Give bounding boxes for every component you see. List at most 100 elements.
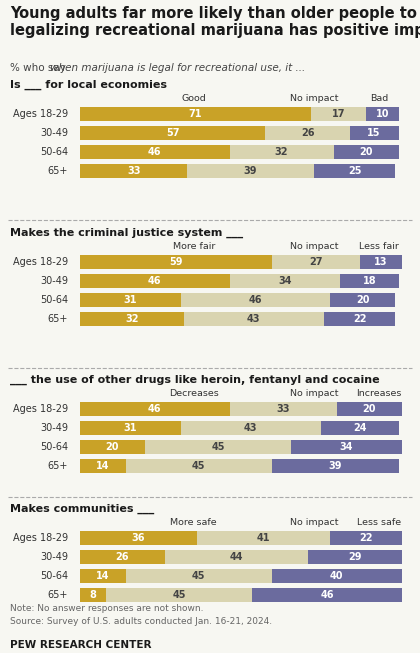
Text: 34: 34 <box>278 276 291 286</box>
FancyBboxPatch shape <box>187 164 314 178</box>
Text: No impact: No impact <box>290 518 338 527</box>
Text: 34: 34 <box>340 442 353 452</box>
Text: 41: 41 <box>257 533 270 543</box>
Text: Young adults far more likely than older people to say
legalizing recreational ma: Young adults far more likely than older … <box>10 6 420 39</box>
Text: 30-49: 30-49 <box>40 423 68 433</box>
Text: 30-49: 30-49 <box>40 552 68 562</box>
Text: 33: 33 <box>127 166 140 176</box>
FancyBboxPatch shape <box>314 164 395 178</box>
FancyBboxPatch shape <box>330 293 395 307</box>
Text: 45: 45 <box>192 461 205 471</box>
FancyBboxPatch shape <box>80 459 126 473</box>
FancyBboxPatch shape <box>333 145 399 159</box>
FancyBboxPatch shape <box>106 588 252 602</box>
FancyBboxPatch shape <box>324 312 395 326</box>
Text: ___ the use of other drugs like heroin, fentanyl and cocaine: ___ the use of other drugs like heroin, … <box>10 375 380 385</box>
Text: 46: 46 <box>148 404 162 414</box>
FancyBboxPatch shape <box>181 421 320 435</box>
Text: 46: 46 <box>320 590 334 600</box>
FancyBboxPatch shape <box>307 550 402 564</box>
Text: 39: 39 <box>244 166 257 176</box>
Text: 14: 14 <box>96 461 110 471</box>
FancyBboxPatch shape <box>80 293 181 307</box>
Text: 45: 45 <box>211 442 225 452</box>
Text: Less fair: Less fair <box>359 242 399 251</box>
Text: Less safe: Less safe <box>357 518 401 527</box>
Text: Bad: Bad <box>370 94 388 103</box>
Text: Makes communities ___: Makes communities ___ <box>10 504 154 515</box>
Text: 15: 15 <box>368 128 381 138</box>
Text: 20: 20 <box>356 295 370 305</box>
Text: 29: 29 <box>348 552 361 562</box>
Text: 18: 18 <box>362 276 376 286</box>
FancyBboxPatch shape <box>80 588 106 602</box>
Text: 20: 20 <box>359 147 373 157</box>
FancyBboxPatch shape <box>80 274 229 288</box>
Text: 24: 24 <box>353 423 366 433</box>
Text: 46: 46 <box>148 276 162 286</box>
Text: 32: 32 <box>275 147 288 157</box>
FancyBboxPatch shape <box>320 421 399 435</box>
FancyBboxPatch shape <box>197 531 330 545</box>
Text: Ages 18-29: Ages 18-29 <box>13 257 68 267</box>
FancyBboxPatch shape <box>360 255 402 269</box>
Text: 27: 27 <box>309 257 323 267</box>
Text: 22: 22 <box>359 533 373 543</box>
FancyBboxPatch shape <box>272 569 402 583</box>
Text: 65+: 65+ <box>47 166 68 176</box>
Text: Decreases: Decreases <box>169 389 219 398</box>
FancyBboxPatch shape <box>126 459 272 473</box>
FancyBboxPatch shape <box>80 550 165 564</box>
Text: 71: 71 <box>189 109 202 119</box>
Text: Ages 18-29: Ages 18-29 <box>13 404 68 414</box>
Text: 40: 40 <box>330 571 344 581</box>
Text: when marijuana is legal for recreational use, it ...: when marijuana is legal for recreational… <box>50 63 306 73</box>
Text: 45: 45 <box>172 590 186 600</box>
FancyBboxPatch shape <box>350 126 399 140</box>
FancyBboxPatch shape <box>126 569 272 583</box>
FancyBboxPatch shape <box>80 312 184 326</box>
FancyBboxPatch shape <box>184 312 324 326</box>
Text: 31: 31 <box>123 423 137 433</box>
Text: 30-49: 30-49 <box>40 128 68 138</box>
Text: 13: 13 <box>374 257 387 267</box>
Text: Is ___ for local economies: Is ___ for local economies <box>10 80 167 90</box>
FancyBboxPatch shape <box>229 402 337 416</box>
Text: Note: No answer responses are not shown.
Source: Survey of U.S. adults conducted: Note: No answer responses are not shown.… <box>10 604 272 626</box>
FancyBboxPatch shape <box>165 550 307 564</box>
Text: 43: 43 <box>247 314 261 324</box>
Text: 8: 8 <box>89 590 97 600</box>
FancyBboxPatch shape <box>80 126 265 140</box>
Text: 17: 17 <box>332 109 345 119</box>
Text: 20: 20 <box>362 404 376 414</box>
Text: No impact: No impact <box>290 242 338 251</box>
FancyBboxPatch shape <box>80 107 311 121</box>
FancyBboxPatch shape <box>80 421 181 435</box>
Text: 50-64: 50-64 <box>40 147 68 157</box>
FancyBboxPatch shape <box>80 569 126 583</box>
Text: 14: 14 <box>96 571 110 581</box>
FancyBboxPatch shape <box>80 164 187 178</box>
Text: 22: 22 <box>353 314 366 324</box>
Text: More fair: More fair <box>173 242 215 251</box>
FancyBboxPatch shape <box>181 293 330 307</box>
Text: 25: 25 <box>348 166 361 176</box>
Text: Makes the criminal justice system ___: Makes the criminal justice system ___ <box>10 228 243 238</box>
FancyBboxPatch shape <box>272 255 360 269</box>
Text: No impact: No impact <box>290 389 338 398</box>
FancyBboxPatch shape <box>272 459 399 473</box>
Text: 46: 46 <box>249 295 262 305</box>
Text: Increases: Increases <box>356 389 402 398</box>
Text: Ages 18-29: Ages 18-29 <box>13 109 68 119</box>
Text: 10: 10 <box>375 109 389 119</box>
Text: 31: 31 <box>123 295 137 305</box>
FancyBboxPatch shape <box>145 440 291 454</box>
FancyBboxPatch shape <box>229 274 340 288</box>
Text: 32: 32 <box>125 314 139 324</box>
Text: Good: Good <box>181 94 206 103</box>
FancyBboxPatch shape <box>340 274 399 288</box>
Text: Ages 18-29: Ages 18-29 <box>13 533 68 543</box>
FancyBboxPatch shape <box>80 145 229 159</box>
Text: 50-64: 50-64 <box>40 571 68 581</box>
Text: 26: 26 <box>116 552 129 562</box>
